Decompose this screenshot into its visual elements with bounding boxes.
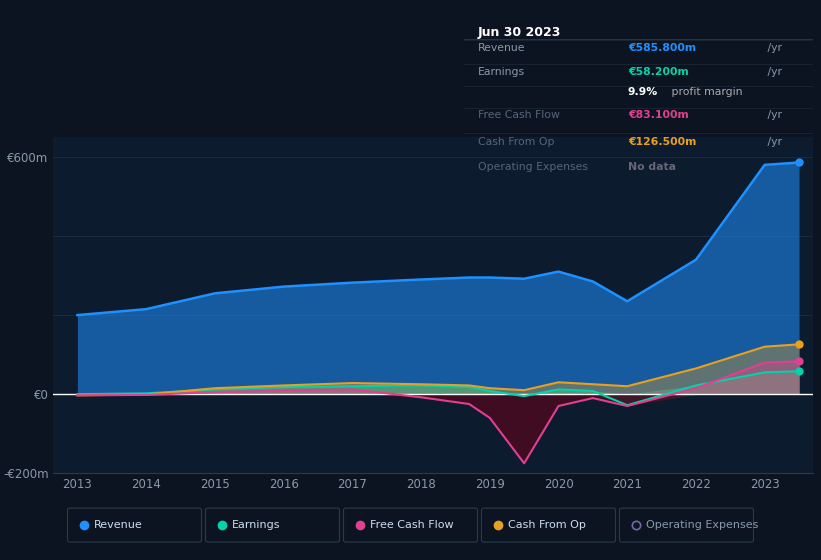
Text: €83.100m: €83.100m <box>628 110 689 120</box>
Text: Earnings: Earnings <box>478 67 525 77</box>
Text: €126.500m: €126.500m <box>628 137 696 147</box>
Text: Free Cash Flow: Free Cash Flow <box>369 520 453 530</box>
Text: Free Cash Flow: Free Cash Flow <box>478 110 560 120</box>
Text: Revenue: Revenue <box>478 43 525 53</box>
Text: Revenue: Revenue <box>94 520 142 530</box>
Text: Jun 30 2023: Jun 30 2023 <box>478 26 562 39</box>
Text: /yr: /yr <box>764 67 782 77</box>
Text: Operating Expenses: Operating Expenses <box>645 520 758 530</box>
Text: €58.200m: €58.200m <box>628 67 689 77</box>
Text: /yr: /yr <box>764 110 782 120</box>
Text: €585.800m: €585.800m <box>628 43 696 53</box>
Text: /yr: /yr <box>764 137 782 147</box>
Text: Earnings: Earnings <box>232 520 280 530</box>
Text: profit margin: profit margin <box>668 87 742 97</box>
Text: Cash From Op: Cash From Op <box>507 520 585 530</box>
Text: 9.9%: 9.9% <box>628 87 658 97</box>
Text: /yr: /yr <box>764 43 782 53</box>
Text: No data: No data <box>628 162 676 172</box>
Text: Operating Expenses: Operating Expenses <box>478 162 588 172</box>
Text: Cash From Op: Cash From Op <box>478 137 554 147</box>
